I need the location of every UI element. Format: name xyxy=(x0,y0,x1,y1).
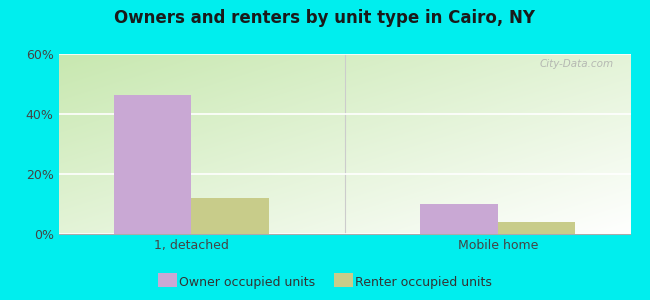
Text: Owners and renters by unit type in Cairo, NY: Owners and renters by unit type in Cairo… xyxy=(114,9,536,27)
Bar xyxy=(498,222,575,234)
Bar xyxy=(114,94,191,234)
Text: City-Data.com: City-Data.com xyxy=(540,59,614,69)
Bar xyxy=(191,198,269,234)
Bar xyxy=(420,204,498,234)
Legend: Owner occupied units, Renter occupied units: Owner occupied units, Renter occupied un… xyxy=(153,271,497,294)
